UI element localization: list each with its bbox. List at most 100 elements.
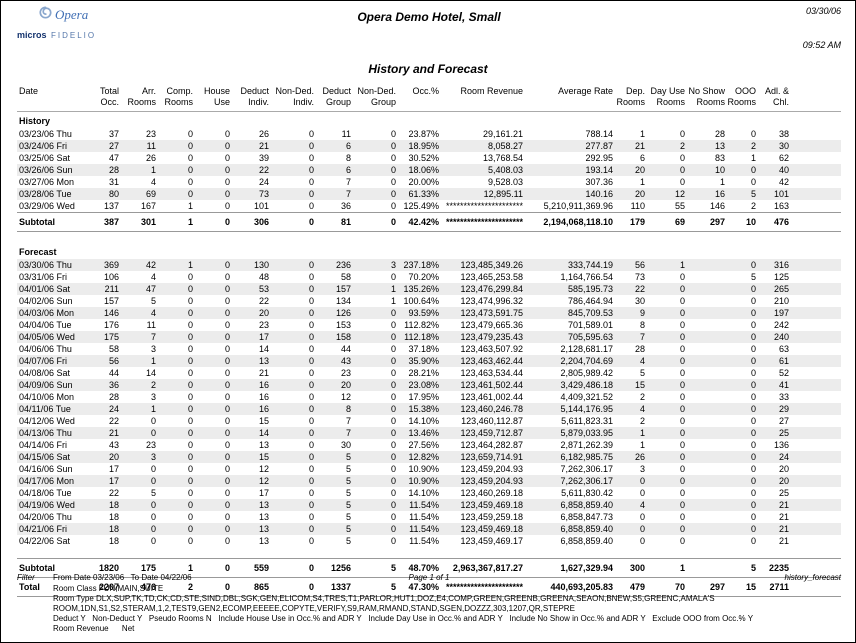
table-row: 03/23/06 Thu 37 23 0 0 26 0 11 0 23.87% 29,161.21 7… — [17, 128, 841, 140]
table-row: 04/05/06 Wed 175 7 0 0 17 0 158 0 112.18% 123,479,… — [17, 331, 841, 343]
cell: 13 — [232, 499, 271, 511]
table-row: 04/08/06 Sat 44 14 0 0 21 0 23 0 28.21% 123,463,53… — [17, 367, 841, 379]
cell: 69 — [121, 188, 158, 200]
cell: 0 — [271, 427, 316, 439]
cell: 6 — [316, 140, 353, 152]
opera-swirl-icon — [39, 6, 52, 24]
cell: 04/09/06 Sun — [17, 379, 81, 391]
cell: 16 — [232, 379, 271, 391]
cell: 0 — [353, 164, 398, 176]
filler-cell — [791, 164, 841, 176]
cell: 0 — [308, 368, 314, 378]
cell: 8 — [345, 153, 351, 163]
cell: 62 — [778, 153, 789, 163]
cell: 5 — [316, 499, 353, 511]
cell: 0 — [158, 475, 195, 487]
table-row: 03/28/06 Tue 80 69 0 0 73 0 7 0 61.33% 12,895.11 14… — [17, 188, 841, 200]
cell: 0 — [647, 523, 687, 535]
cell: 1,164,766.54 — [560, 272, 613, 282]
table-row: 03/31/06 Fri 106 4 0 0 48 0 58 0 70.20% 123,465,25… — [17, 271, 841, 283]
cell: 2711 — [758, 577, 791, 597]
column-header: Non-Ded. Indiv. — [271, 86, 316, 112]
filler-cell — [791, 307, 841, 319]
report-time: 09:52 AM — [802, 40, 841, 50]
cell: 135.26% — [398, 283, 441, 295]
cell: 03/27/06 Mon — [19, 177, 75, 187]
cell: 0 — [647, 164, 687, 176]
history-subtotal-row: Subtotal 387 301 1 0 306 0 81 0 42.42% ***********… — [17, 212, 841, 232]
report-footer: Filter From Date 03/23/06 To Date 04/22/… — [17, 573, 841, 634]
table-row: 04/11/06 Tue 24 1 0 0 16 0 8 0 15.38% 123,460,246.… — [17, 403, 841, 415]
cell: 69 — [647, 212, 687, 232]
cell: 16 — [232, 403, 271, 415]
filler-cell — [791, 391, 841, 403]
cell: 0 — [390, 201, 396, 211]
cell: 0 — [308, 464, 314, 474]
cell: 0 — [224, 344, 230, 354]
cell — [687, 355, 727, 367]
cell: 04/02/06 Sun — [19, 296, 73, 306]
cell: 0 — [195, 451, 232, 463]
cell: 0 — [353, 475, 398, 487]
cell: 1 — [353, 283, 398, 295]
cell — [687, 319, 727, 331]
spacer-row — [17, 547, 841, 559]
cell: 1 — [158, 212, 195, 232]
cell: 0 — [187, 536, 193, 546]
filler-cell — [791, 487, 841, 499]
cell: 0 — [390, 512, 396, 522]
cell: 123,459,469.18 — [441, 523, 525, 535]
cell: 21 — [81, 427, 121, 439]
cell: 37 — [108, 129, 119, 139]
cell: 3,429,486.18 — [525, 379, 615, 391]
cell: 123,461,002.44 — [460, 392, 523, 402]
cell: 0 — [158, 499, 195, 511]
cell: 0 — [187, 392, 193, 402]
cell: 123,479,665.36 — [460, 320, 523, 330]
cell: 21 — [778, 512, 789, 522]
report-title: History and Forecast — [368, 62, 488, 76]
table-row: 03/27/06 Mon 31 4 0 0 24 0 7 0 20.00% 9,528.03 307.… — [17, 176, 841, 188]
filler-cell — [791, 259, 841, 271]
column-header: No Show Rooms — [687, 86, 727, 112]
cell: 21 — [615, 140, 647, 152]
cell: 0 — [195, 331, 232, 343]
cell: ********************** — [441, 577, 525, 597]
cell: 157 — [103, 296, 119, 306]
report-table-body: History 03/23/06 Thu 37 23 0 0 26 0 11 0 23.87% 29,… — [17, 112, 841, 597]
cell: 6,858,859.40 — [525, 499, 615, 511]
cell: 0 — [615, 523, 647, 535]
cell: 197 — [758, 307, 791, 319]
cell: 18 — [81, 499, 121, 511]
cell: 10 — [687, 164, 727, 176]
cell: 158 — [316, 331, 353, 343]
cell: 04/15/06 Sat — [17, 451, 81, 463]
cell: 0 — [647, 451, 687, 463]
cell: 0 — [187, 464, 193, 474]
cell: 0 — [679, 153, 685, 163]
table-row: 04/06/06 Thu 58 3 0 0 14 0 44 0 37.18% 123,463,507… — [17, 343, 841, 355]
cell: 26 — [258, 129, 269, 139]
cell — [687, 271, 727, 283]
cell: 48.70% — [398, 558, 441, 578]
cell: 136 — [773, 440, 789, 450]
filler-cell — [791, 283, 841, 295]
cell: 0 — [158, 140, 195, 152]
cell: 11.54% — [398, 499, 441, 511]
cell: 0 — [750, 296, 756, 306]
cell: 0 — [158, 523, 195, 535]
cell: 146 — [709, 201, 725, 211]
cell: 04/04/06 Tue — [19, 320, 72, 330]
cell: 701,589.01 — [567, 320, 613, 330]
cell: 43 — [108, 440, 119, 450]
cell: 18 — [108, 512, 119, 522]
cell: 0 — [308, 153, 314, 163]
report-file-name: history_forecast — [784, 573, 841, 582]
cell: 22 — [232, 164, 271, 176]
cell: 6,182,985.75 — [525, 451, 615, 463]
cell: 0 — [195, 499, 232, 511]
cell: 2 — [727, 140, 758, 152]
cell: 2 — [158, 577, 195, 597]
cell: 0 — [187, 344, 193, 354]
cell: 17 — [81, 475, 121, 487]
